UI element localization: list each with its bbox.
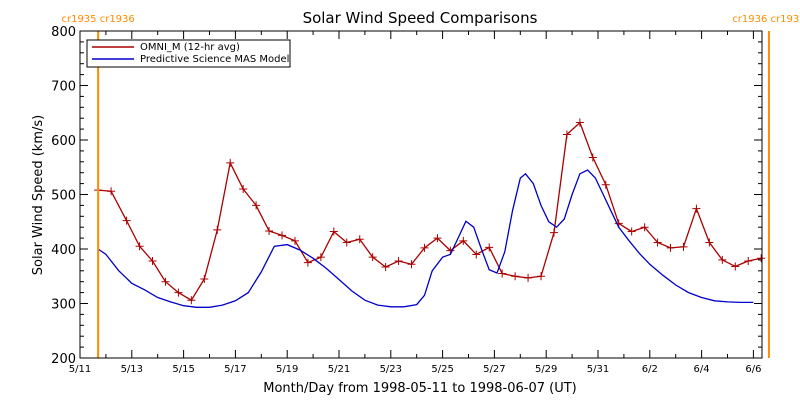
legend: OMNI_M (12-hr avg) Predictive Science MA… — [86, 39, 291, 68]
data-point — [161, 277, 170, 286]
data-point — [705, 238, 714, 247]
x-tick-label: 5/19 — [276, 364, 298, 375]
data-point — [511, 272, 520, 281]
data-point — [640, 223, 649, 232]
data-point — [666, 243, 675, 252]
series-line-model — [97, 169, 754, 308]
x-tick-label: 6/2 — [642, 364, 658, 375]
data-point — [342, 238, 351, 247]
x-tick-label: 5/11 — [69, 364, 91, 375]
carrington-marker-label: cr1936 cr1937 — [732, 14, 800, 25]
data-point — [187, 296, 196, 305]
data-point — [627, 227, 636, 236]
carrington-marker-layer: cr1935 cr1936 cr1936 cr1937 — [61, 14, 800, 358]
y-tick-label: 600 — [51, 134, 76, 149]
x-tick-label: 5/31 — [587, 364, 609, 375]
data-point — [252, 201, 261, 210]
data-point — [329, 227, 338, 236]
series-line-omni — [98, 121, 762, 302]
data-point — [420, 243, 429, 252]
x-tick-label: 5/27 — [483, 364, 505, 375]
data-point — [122, 216, 131, 225]
data-point — [588, 153, 597, 162]
data-point — [278, 231, 287, 240]
data-point — [472, 250, 481, 259]
chart-title: Solar Wind Speed Comparisons — [303, 9, 538, 27]
y-tick-label: 700 — [51, 80, 76, 95]
x-tick-label: 6/6 — [745, 364, 761, 375]
y-tick-label: 800 — [51, 25, 76, 40]
data-point — [718, 255, 727, 264]
data-point — [498, 269, 507, 278]
y-tick-label: 200 — [51, 352, 76, 367]
data-point — [562, 130, 571, 139]
axis-layer: 200 300 400 500 600 700 800 5/11 5/13 5/15 5/17 5/1… — [51, 25, 762, 375]
data-point — [744, 256, 753, 265]
x-axis-label: Month/Day from 1998-05-11 to 1998-06-07 … — [263, 381, 576, 396]
x-tick-label: 5/25 — [431, 364, 453, 375]
data-point — [485, 243, 494, 252]
data-point — [148, 256, 157, 265]
data-point — [601, 180, 610, 189]
series-layer — [94, 118, 766, 308]
data-point — [265, 227, 274, 236]
x-tick-label: 5/29 — [535, 364, 557, 375]
data-point — [537, 272, 546, 281]
data-point — [226, 158, 235, 167]
data-point — [653, 238, 662, 247]
data-point — [290, 236, 299, 245]
data-point — [316, 253, 325, 262]
y-tick-label: 300 — [51, 298, 76, 313]
data-point — [239, 185, 248, 194]
data-point — [368, 253, 377, 262]
data-point — [575, 118, 584, 127]
data-point — [135, 242, 144, 251]
data-point — [524, 273, 533, 282]
data-point — [174, 288, 183, 297]
data-point — [549, 228, 558, 237]
x-tick-label: 5/21 — [328, 364, 350, 375]
y-tick-label: 400 — [51, 243, 76, 258]
x-tick-label: 5/15 — [172, 364, 194, 375]
data-point — [692, 204, 701, 213]
x-tick-label: 5/23 — [380, 364, 402, 375]
legend-label-model: Predictive Science MAS Model — [140, 54, 289, 65]
data-point — [107, 187, 116, 196]
y-axis-label: Solar Wind Speed (km/s) — [31, 115, 46, 275]
data-point — [213, 225, 222, 234]
data-point — [381, 262, 390, 271]
data-point — [433, 234, 442, 243]
legend-box — [86, 39, 291, 68]
data-point — [355, 235, 364, 244]
data-point — [303, 258, 312, 267]
data-point — [200, 274, 209, 283]
data-point — [757, 254, 766, 263]
data-point — [459, 236, 468, 245]
x-tick-label: 6/4 — [694, 364, 710, 375]
x-tick-label: 5/17 — [224, 364, 246, 375]
data-point — [679, 242, 688, 251]
y-tick-label: 500 — [51, 189, 76, 204]
data-point — [394, 256, 403, 265]
legend-label-omni: OMNI_M (12-hr avg) — [140, 42, 240, 53]
data-point — [731, 262, 740, 271]
x-tick-label: 5/13 — [121, 364, 143, 375]
carrington-marker-label: cr1935 cr1936 — [61, 14, 134, 25]
data-point — [407, 260, 416, 269]
